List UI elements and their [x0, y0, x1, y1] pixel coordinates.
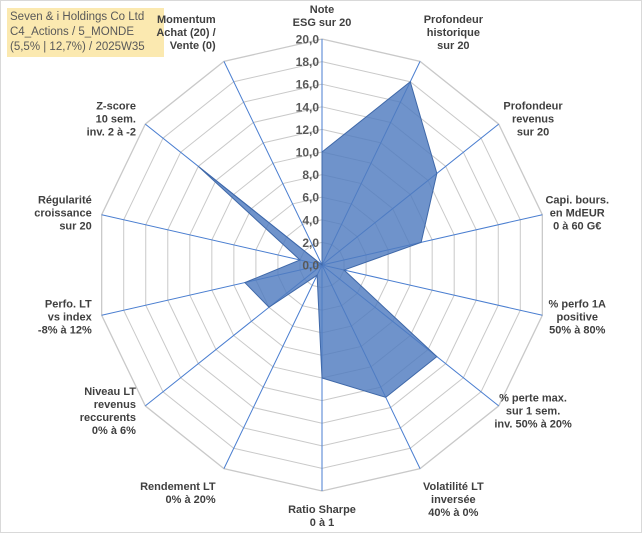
axis-label-line: sur 20 [517, 127, 549, 139]
axis-label-line: inv. 50% à 20% [494, 418, 572, 430]
axis-label-line: sur 1 sem. [506, 405, 560, 417]
axis-label-line: Profondeur [503, 101, 563, 113]
axis-label-line: Volatilité LT [423, 481, 484, 493]
axis-label-line: ESG sur 20 [293, 17, 352, 29]
tick-label-2: 4,0 [302, 213, 319, 227]
axis-label-line: Profondeur [424, 14, 484, 26]
tick-label-1: 2,0 [302, 236, 319, 250]
axis-label-line: Perfo. LT [45, 299, 92, 311]
radar-series [197, 80, 438, 398]
axis-label-6: % perte max.sur 1 sem.inv. 50% à 20% [494, 392, 572, 430]
axis-label-line: sur 20 [437, 40, 469, 52]
chart-title-line-1: Seven & i Holdings Co Ltd [10, 11, 145, 23]
axis-label-line: -8% à 12% [38, 325, 92, 337]
axis-label-line: en MdEUR [550, 207, 605, 219]
axis-label-line: 0% à 6% [92, 425, 136, 437]
axis-label-line: Z-score [96, 101, 136, 113]
tick-label-5: 10,0 [296, 146, 320, 160]
chart-title-line-3: (5,5% | 12,7%) / 2025W35 [10, 41, 145, 53]
tick-label-6: 12,0 [296, 123, 320, 137]
axis-label-line: Vente (0) [170, 40, 216, 52]
axis-label-line: revenus [512, 114, 554, 126]
axis-label-line: Ratio Sharpe [288, 504, 356, 516]
axis-label-line: 40% à 0% [428, 507, 478, 519]
axis-label-line: sur 20 [59, 220, 91, 232]
tick-label-4: 8,0 [302, 168, 319, 182]
axis-label-line: Achat (20) / [156, 27, 215, 39]
axis-label-line: inv. 2 à -2 [87, 127, 136, 139]
axis-label-line: 10 sem. [96, 114, 136, 126]
axis-label-line: 50% à 80% [549, 325, 605, 337]
axis-label-line: % perte max. [499, 392, 567, 404]
axis-label-line: croissance [34, 207, 91, 219]
chart-title-line-2: C4_Actions / 5_MONDE [10, 26, 134, 38]
axis-label-line: Capi. bours. [545, 194, 609, 206]
axis-label-line: % perfo 1A [549, 299, 607, 311]
axis-label-line: 0% à 20% [165, 494, 215, 506]
axis-label-line: inversée [431, 494, 476, 506]
tick-label-8: 16,0 [296, 78, 320, 92]
axis-label-line: 0 à 60 G€ [553, 220, 601, 232]
series-area [197, 80, 438, 398]
tick-label-7: 14,0 [296, 100, 320, 114]
axis-label-line: historique [427, 27, 480, 39]
axis-spoke-12 [101, 214, 323, 266]
tick-label-3: 6,0 [302, 191, 319, 205]
axis-label-9: Rendement LT0% à 20% [140, 481, 216, 506]
axis-label-line: revenus [94, 399, 136, 411]
axis-label-line: Rendement LT [140, 481, 216, 493]
axis-spoke-9 [223, 264, 323, 469]
chart-title-box: Seven & i Holdings Co Ltd C4_Actions / 5… [7, 8, 164, 57]
tick-label-9: 18,0 [296, 55, 320, 69]
axis-label-line: 0 à 1 [310, 517, 334, 529]
axis-label-line: Momentum [157, 14, 216, 26]
tick-label-10: 20,0 [296, 33, 320, 47]
axis-spoke-14 [223, 61, 323, 266]
axis-spoke-5 [321, 264, 543, 316]
axis-label-line: Note [310, 4, 334, 16]
radar-tick-labels: 0,0 2,0 4,0 6,0 8,0 10,0 12,0 14,0 16,0 18,0 20,0 [296, 33, 320, 273]
axis-label-line: positive [556, 312, 598, 324]
axis-label-line: Régularité [38, 194, 92, 206]
axis-label-line: reccurents [80, 412, 136, 424]
tick-label-0: 0,0 [302, 259, 319, 273]
axis-label-line: Niveau LT [84, 386, 136, 398]
axis-label-line: vs index [48, 312, 93, 324]
